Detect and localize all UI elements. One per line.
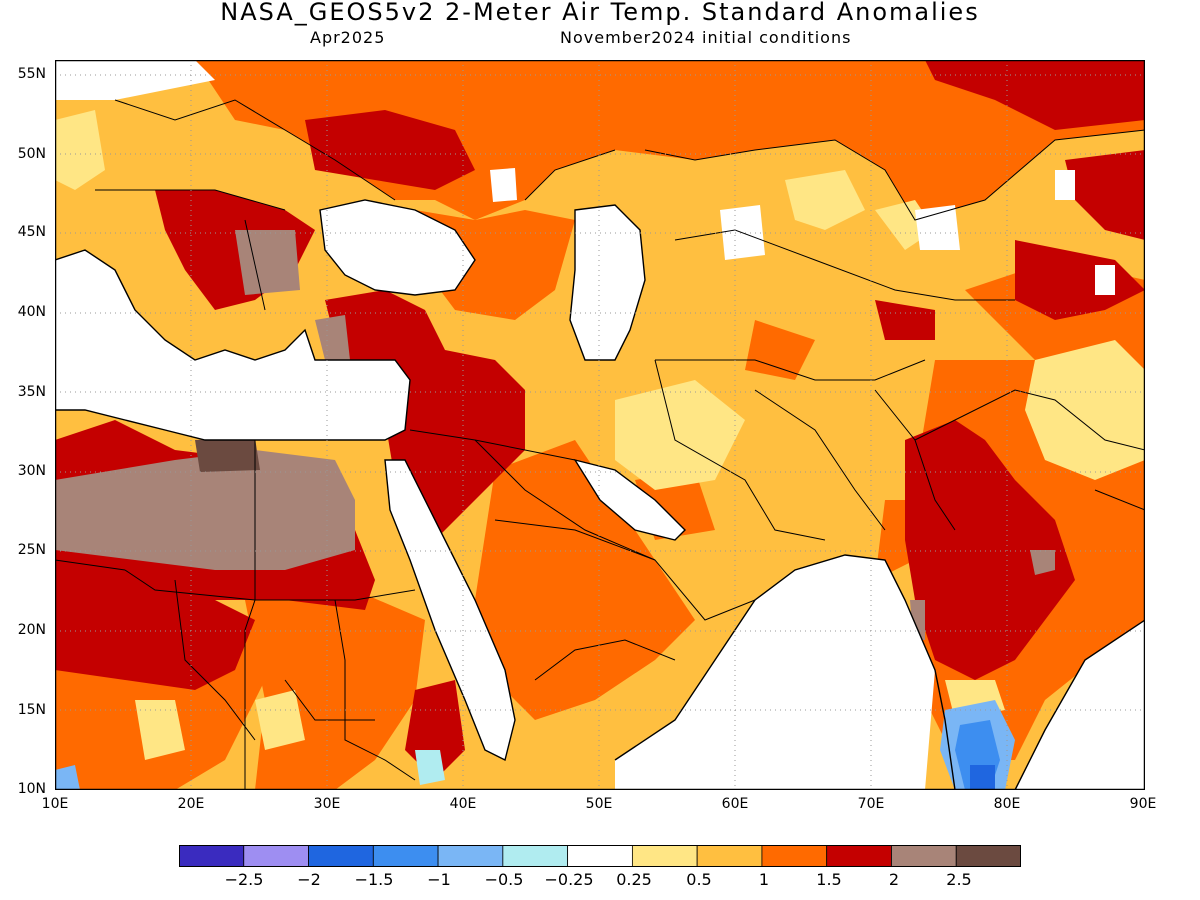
lat-label-35n: 35N <box>17 384 46 400</box>
lat-label-30n: 30N <box>17 463 46 479</box>
cold-anomaly-ethiopia <box>415 750 445 785</box>
initial-conditions-label: November2024 initial conditions <box>560 28 852 47</box>
lat-label-10n: 10N <box>17 781 46 797</box>
colorbar-label-1: 1 <box>758 870 770 889</box>
lon-label-10e: 10E <box>41 796 69 812</box>
lon-label-80e: 80E <box>993 796 1021 812</box>
colorbar-swatch <box>631 845 698 867</box>
colorbar-frame <box>179 845 1021 867</box>
colorbar-label-0-25: 0.25 <box>616 870 652 889</box>
colorbar-swatch <box>891 845 957 867</box>
lat-label-50n: 50N <box>17 146 46 162</box>
colorbar-label-neg1: −1 <box>427 870 451 889</box>
map-title: NASA_GEOS5v2 2-Meter Air Temp. Standard … <box>220 0 980 26</box>
lat-label-40n: 40N <box>17 304 46 320</box>
anomaly-field-025-05 <box>55 110 1145 760</box>
colorbar-label-0-5: 0.5 <box>686 870 712 889</box>
valid-month-label: Apr2025 <box>310 28 386 47</box>
lon-label-30e: 30E <box>313 796 341 812</box>
lat-label-55n: 55N <box>17 66 46 82</box>
colorbar-swatch <box>761 845 828 867</box>
lon-label-70e: 70E <box>857 796 885 812</box>
lon-label-40e: 40E <box>449 796 477 812</box>
colorbar-swatch <box>502 845 569 867</box>
colorbar-label-neg2-5: −2.5 <box>224 870 264 889</box>
colorbar-label-neg2: −2 <box>297 870 321 889</box>
lat-label-15n: 15N <box>17 702 46 718</box>
colorbar-swatch <box>437 845 504 867</box>
lon-label-20e: 20E <box>177 796 205 812</box>
lon-label-60e: 60E <box>721 796 749 812</box>
lat-label-20n: 20N <box>17 622 46 638</box>
colorbar-label-neg0-25: −0.25 <box>544 870 594 889</box>
colorbar-swatch <box>567 845 633 867</box>
lat-label-25n: 25N <box>17 542 46 558</box>
coastlines <box>55 199 1145 790</box>
colorbar-swatch <box>179 845 245 867</box>
lon-label-90e: 90E <box>1129 796 1157 812</box>
ocean-mask <box>55 60 1145 790</box>
colorbar-swatch <box>308 845 374 867</box>
colorbar-swatch <box>696 845 763 867</box>
colorbar-label-1-5: 1.5 <box>816 870 842 889</box>
graticule <box>55 60 1145 790</box>
map-frame <box>55 60 1145 790</box>
anomaly-map <box>55 60 1145 790</box>
colorbar-label-2-5: 2.5 <box>946 870 972 889</box>
colorbar-swatch <box>243 845 309 867</box>
lon-label-50e: 50E <box>585 796 613 812</box>
anomaly-field-25-plus <box>195 438 260 472</box>
colorbar-swatch <box>826 845 892 867</box>
colorbar-label-2: 2 <box>888 870 900 889</box>
colorbar <box>179 845 1021 867</box>
cold-anomaly-india <box>940 700 1015 790</box>
colorbar-label-neg1-5: −1.5 <box>354 870 394 889</box>
lat-label-45n: 45N <box>17 224 46 240</box>
colorbar-swatch <box>955 845 1021 867</box>
colorbar-swatch <box>372 845 439 867</box>
cold-anomaly-africa <box>55 765 80 790</box>
colorbar-label-neg0-5: −0.5 <box>484 870 524 889</box>
